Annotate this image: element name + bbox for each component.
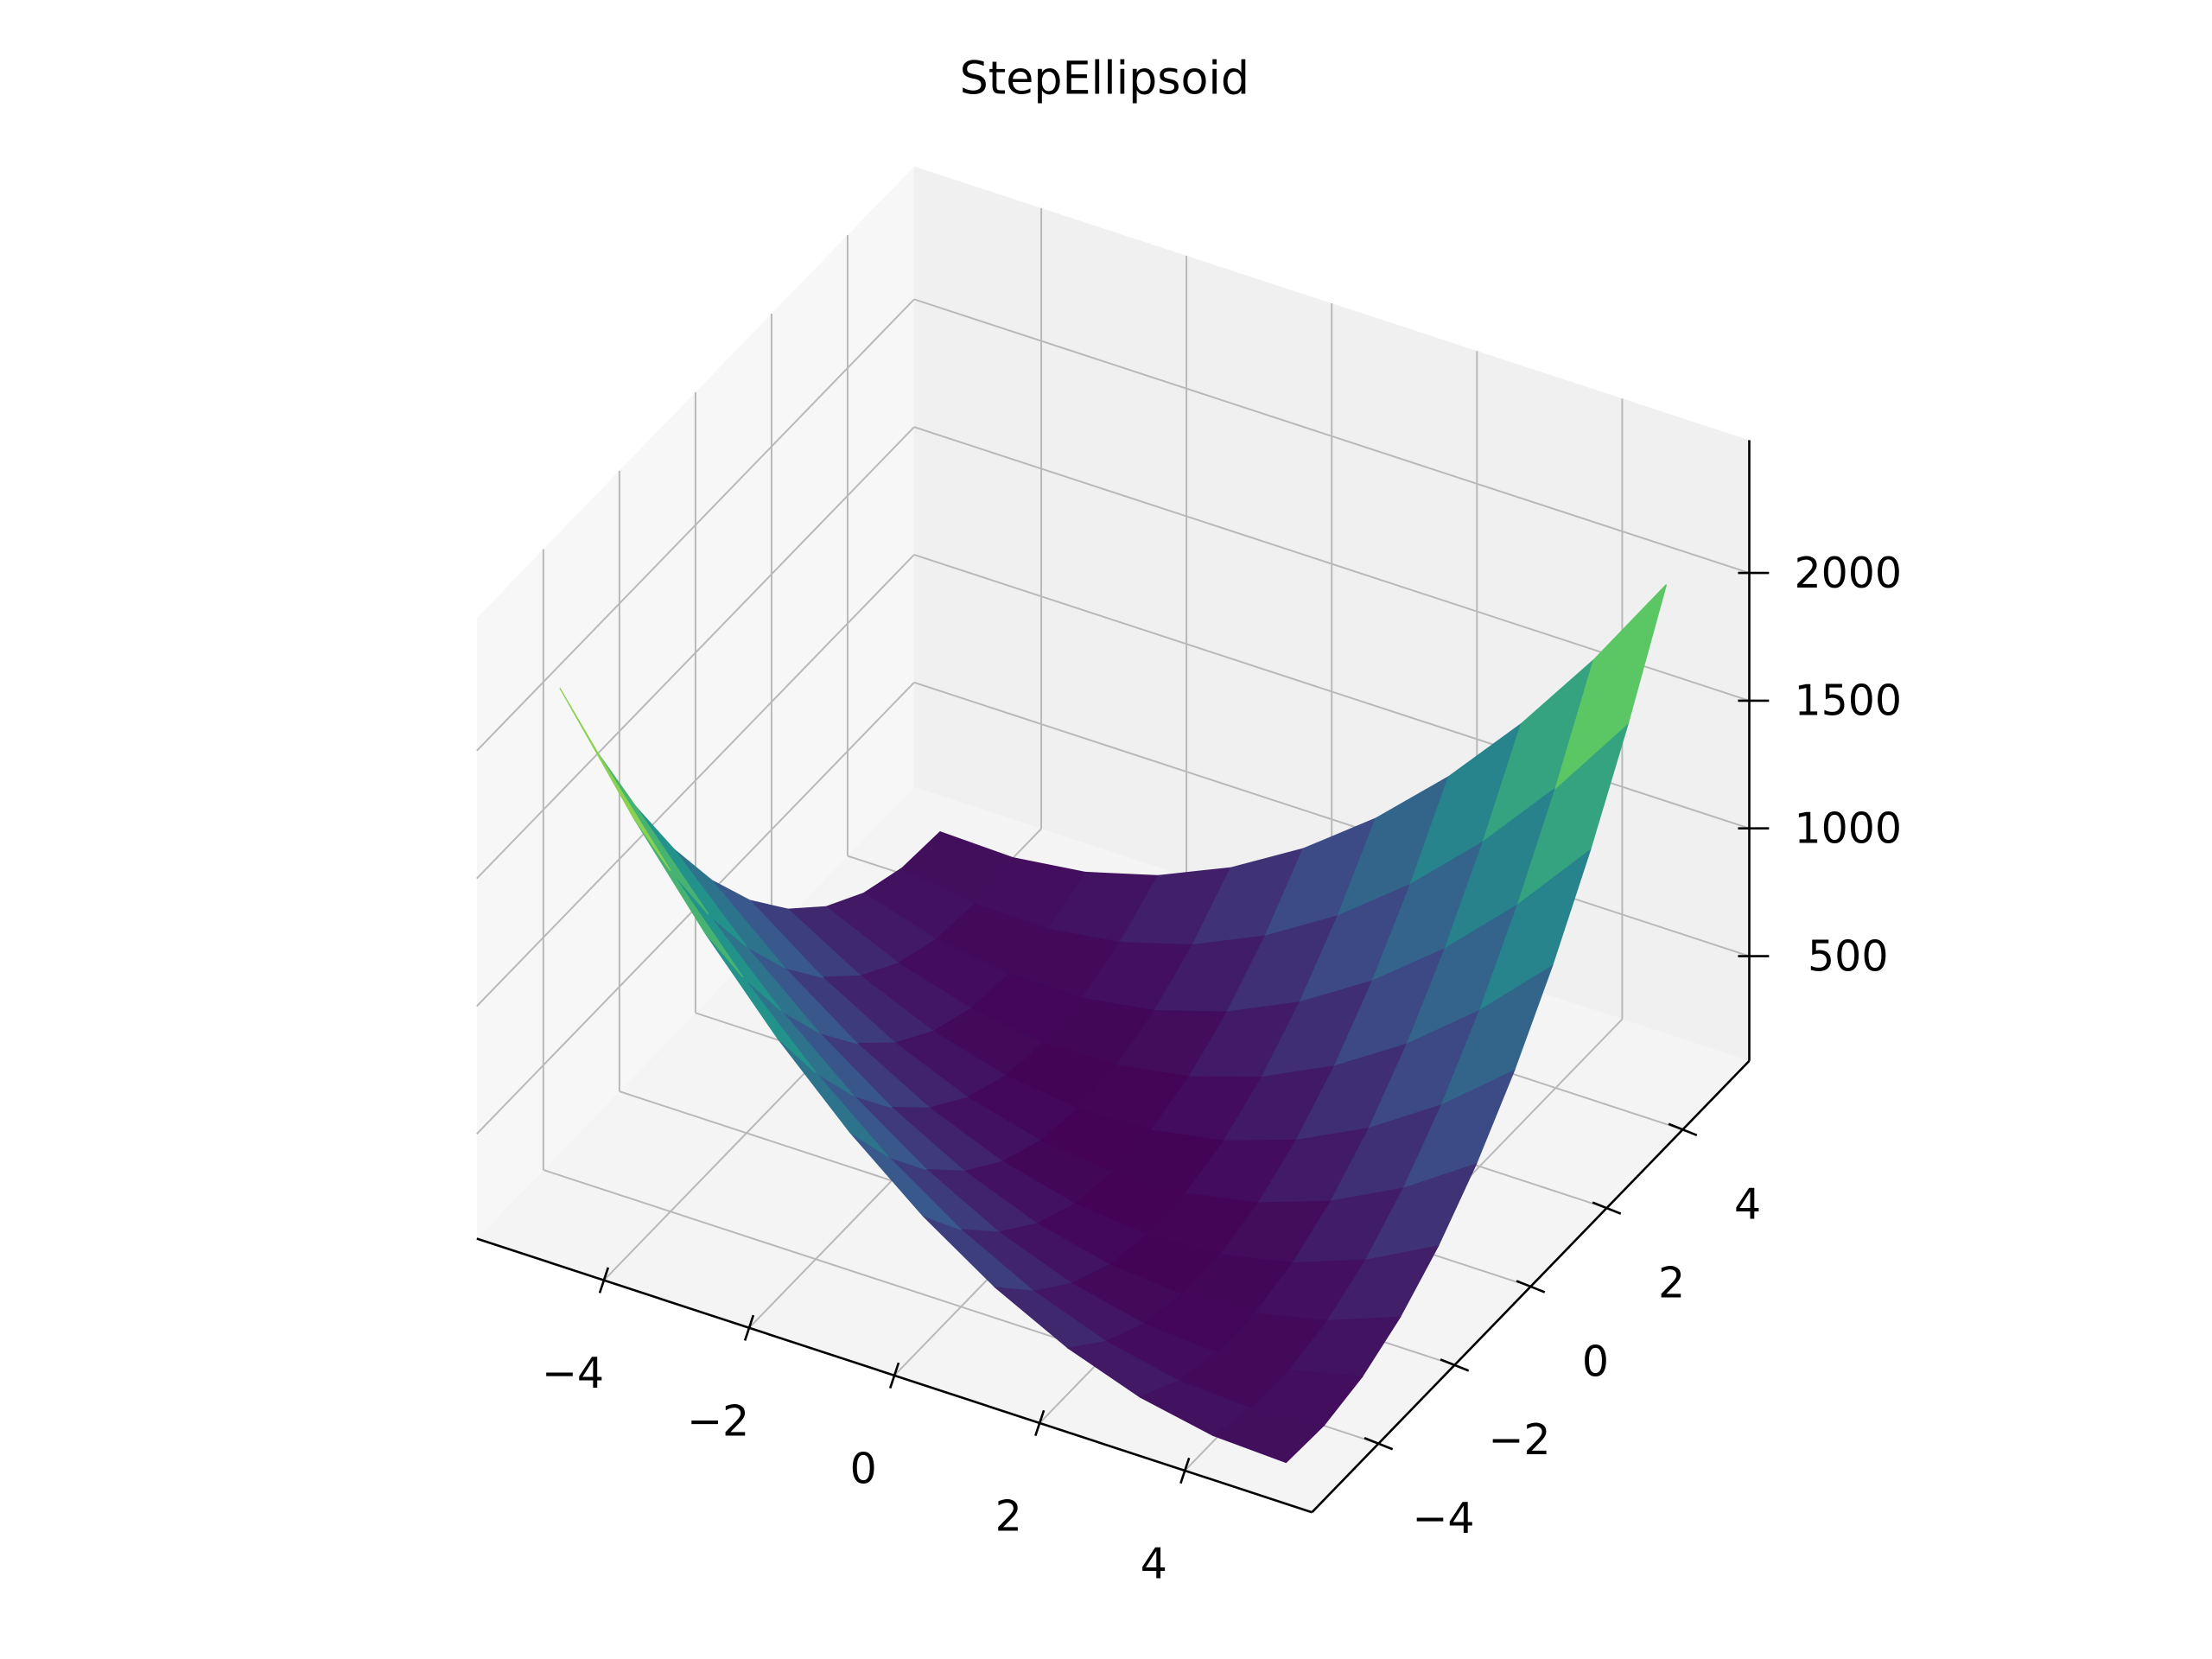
- z-tick-label: 2000: [1794, 549, 1902, 598]
- x-tick-label: 4: [1141, 1540, 1167, 1589]
- surface-patch: [559, 687, 671, 872]
- y-tick-label: 4: [1734, 1180, 1761, 1230]
- y-tick-label: −4: [1412, 1494, 1474, 1543]
- x-tick: [743, 1314, 755, 1341]
- y-tick-label: 2: [1658, 1258, 1685, 1307]
- x-tick: [1034, 1409, 1046, 1437]
- surface-patch: [1554, 584, 1668, 791]
- y-tick: [1516, 1280, 1546, 1294]
- y-tick: [1592, 1201, 1622, 1215]
- grid-line: [476, 426, 915, 880]
- x-tick-label: −2: [687, 1396, 749, 1446]
- z-tick-label: 1000: [1794, 804, 1902, 854]
- z-tick-label: 1500: [1794, 677, 1902, 726]
- grid-line: [476, 554, 915, 1007]
- x-tick-label: −4: [542, 1349, 604, 1398]
- y-tick: [1440, 1358, 1470, 1372]
- y-tick-label: −2: [1488, 1415, 1550, 1465]
- surface-patch: [1211, 1408, 1325, 1464]
- x-tick: [888, 1362, 900, 1389]
- y-tick: [1363, 1436, 1394, 1451]
- x-tick-label: 0: [850, 1444, 877, 1493]
- z-tick-label: 500: [1808, 931, 1888, 981]
- chart-title: StepEllipsoid: [960, 54, 1249, 105]
- x-tick: [1179, 1457, 1191, 1484]
- grid-line: [476, 298, 915, 752]
- grid-line: [913, 298, 1750, 575]
- y-tick: [1668, 1122, 1698, 1137]
- grid-line: [913, 681, 1750, 957]
- x-tick: [598, 1267, 610, 1294]
- x-tick-label: 2: [995, 1491, 1022, 1541]
- y-tick-label: 0: [1582, 1337, 1609, 1386]
